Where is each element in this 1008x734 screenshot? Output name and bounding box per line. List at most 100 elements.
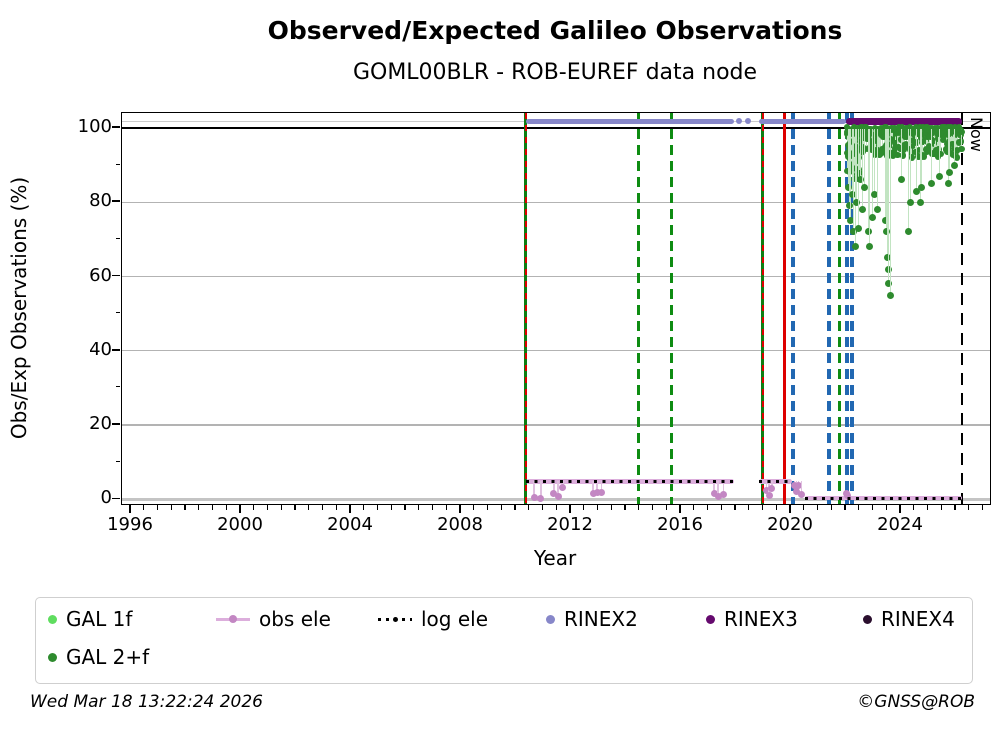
gal2f-dot — [958, 145, 965, 153]
x-minor-tick — [225, 505, 227, 510]
obs-ele-marker-icon — [216, 614, 250, 624]
x-minor-tick — [665, 505, 667, 510]
x-minor-tick — [954, 505, 956, 510]
log-ele-line — [525, 479, 734, 483]
obs-ele-stem — [592, 481, 594, 494]
obs-ele-dot — [843, 492, 851, 500]
log-ele-marker-icon — [378, 614, 412, 624]
x-tick-label: 2008 — [437, 514, 483, 535]
gal2f-stem — [880, 128, 882, 152]
gal2f-dot — [882, 228, 890, 236]
gal2f-stem — [901, 128, 903, 180]
gal2f-stem — [948, 128, 950, 184]
y-minor-tick — [115, 163, 120, 165]
gal2f-dot — [958, 129, 965, 136]
y-major-tick — [112, 200, 120, 203]
gal2f-stem — [853, 128, 855, 232]
x-minor-tick — [486, 505, 489, 510]
x-minor-tick — [541, 505, 544, 510]
gal2f-dot — [889, 152, 897, 160]
gal2f-dot — [860, 134, 867, 142]
x-minor-tick — [926, 505, 929, 510]
gal2f-stem — [871, 128, 873, 218]
gal2f-dot — [935, 146, 942, 153]
gal2f-stem — [862, 128, 863, 210]
gal2f-dot — [883, 254, 891, 262]
gal2f-stem — [878, 128, 880, 151]
gal2f-stem — [888, 128, 890, 284]
obs-ele-dot — [793, 487, 800, 495]
gal2f-dot — [874, 206, 882, 214]
obs-ele-dot — [593, 489, 601, 497]
x-major-tick — [679, 505, 681, 513]
x-minor-tick — [514, 505, 516, 510]
legend-item-rinex3: RINEX3 — [706, 606, 798, 632]
log-ele-line — [759, 479, 792, 483]
x-tick-label: 2004 — [327, 514, 373, 535]
event-line-2020.08 — [791, 113, 796, 504]
gal2f-stem — [874, 128, 876, 195]
gal2f-dot — [845, 202, 853, 210]
gal2f-dot — [881, 217, 889, 225]
gal2f-dot — [892, 145, 899, 152]
rinex2-bar — [525, 118, 734, 125]
x-minor-tick — [940, 505, 942, 510]
legend-item-rinex4: RINEX4 — [863, 606, 955, 632]
gal2f-stem — [855, 128, 857, 203]
x-minor-tick — [596, 505, 599, 510]
x-minor-tick — [211, 505, 214, 510]
x-minor-tick — [308, 505, 310, 510]
legend-item-log-ele: log ele — [378, 606, 488, 632]
gal2f-stem — [848, 128, 850, 206]
gal2f-dot — [935, 124, 942, 131]
gal2f-dot — [859, 206, 866, 214]
obs-ele-stem — [600, 481, 602, 493]
gal2f-dot — [950, 140, 958, 148]
grid-line-20 — [122, 424, 990, 426]
x-minor-tick — [143, 505, 145, 510]
obs-ele-dot — [765, 492, 773, 500]
obs-ele-dot — [550, 490, 558, 498]
x-minor-tick — [844, 505, 846, 510]
gal2f-dot — [871, 191, 879, 199]
y-tick-label: 80 — [89, 190, 112, 212]
now-label: Now — [966, 117, 986, 152]
x-tick-label: 2012 — [547, 514, 593, 535]
gal2f-dot — [894, 151, 901, 159]
rinex2-bar — [759, 118, 846, 125]
rinex3-bar — [846, 118, 963, 125]
x-minor-tick — [748, 505, 750, 510]
x-major-tick — [239, 505, 241, 513]
gal2f-dot — [923, 148, 931, 155]
gal2f-stem — [886, 128, 888, 258]
x-minor-tick — [638, 505, 640, 510]
x-minor-tick — [184, 505, 186, 510]
obs-ele-dot — [554, 492, 562, 500]
rinex2-dot — [736, 118, 743, 125]
y-major-tick — [112, 126, 120, 128]
gal2f-dot — [912, 187, 920, 195]
x-minor-tick — [651, 505, 654, 510]
y-major-tick — [112, 348, 120, 351]
gal2f-dot — [920, 153, 928, 160]
gal2f-stem — [877, 128, 879, 210]
x-major-tick — [899, 505, 901, 513]
y-axis-label: Obs/Exp Observations (%) — [7, 176, 31, 440]
gal2f-dot — [870, 142, 878, 149]
x-minor-tick — [418, 505, 420, 510]
x-minor-tick — [473, 505, 475, 510]
obs-ele-dot — [589, 490, 597, 498]
x-minor-tick — [363, 505, 365, 510]
x-major-tick — [789, 505, 791, 513]
rinex4-marker-icon — [863, 614, 872, 624]
x-minor-tick — [390, 505, 392, 510]
gal-2-f-marker-icon — [48, 652, 57, 662]
gal2f-dot — [873, 137, 880, 144]
x-minor-tick — [981, 505, 984, 510]
obs-ele-dot — [559, 483, 567, 491]
gal2f-stem — [930, 128, 932, 184]
x-tick-label: 2020 — [767, 514, 813, 535]
y-major-tick — [112, 423, 120, 425]
gal2f-dot — [886, 291, 894, 299]
legend-item-obs-ele: obs ele — [216, 606, 331, 632]
